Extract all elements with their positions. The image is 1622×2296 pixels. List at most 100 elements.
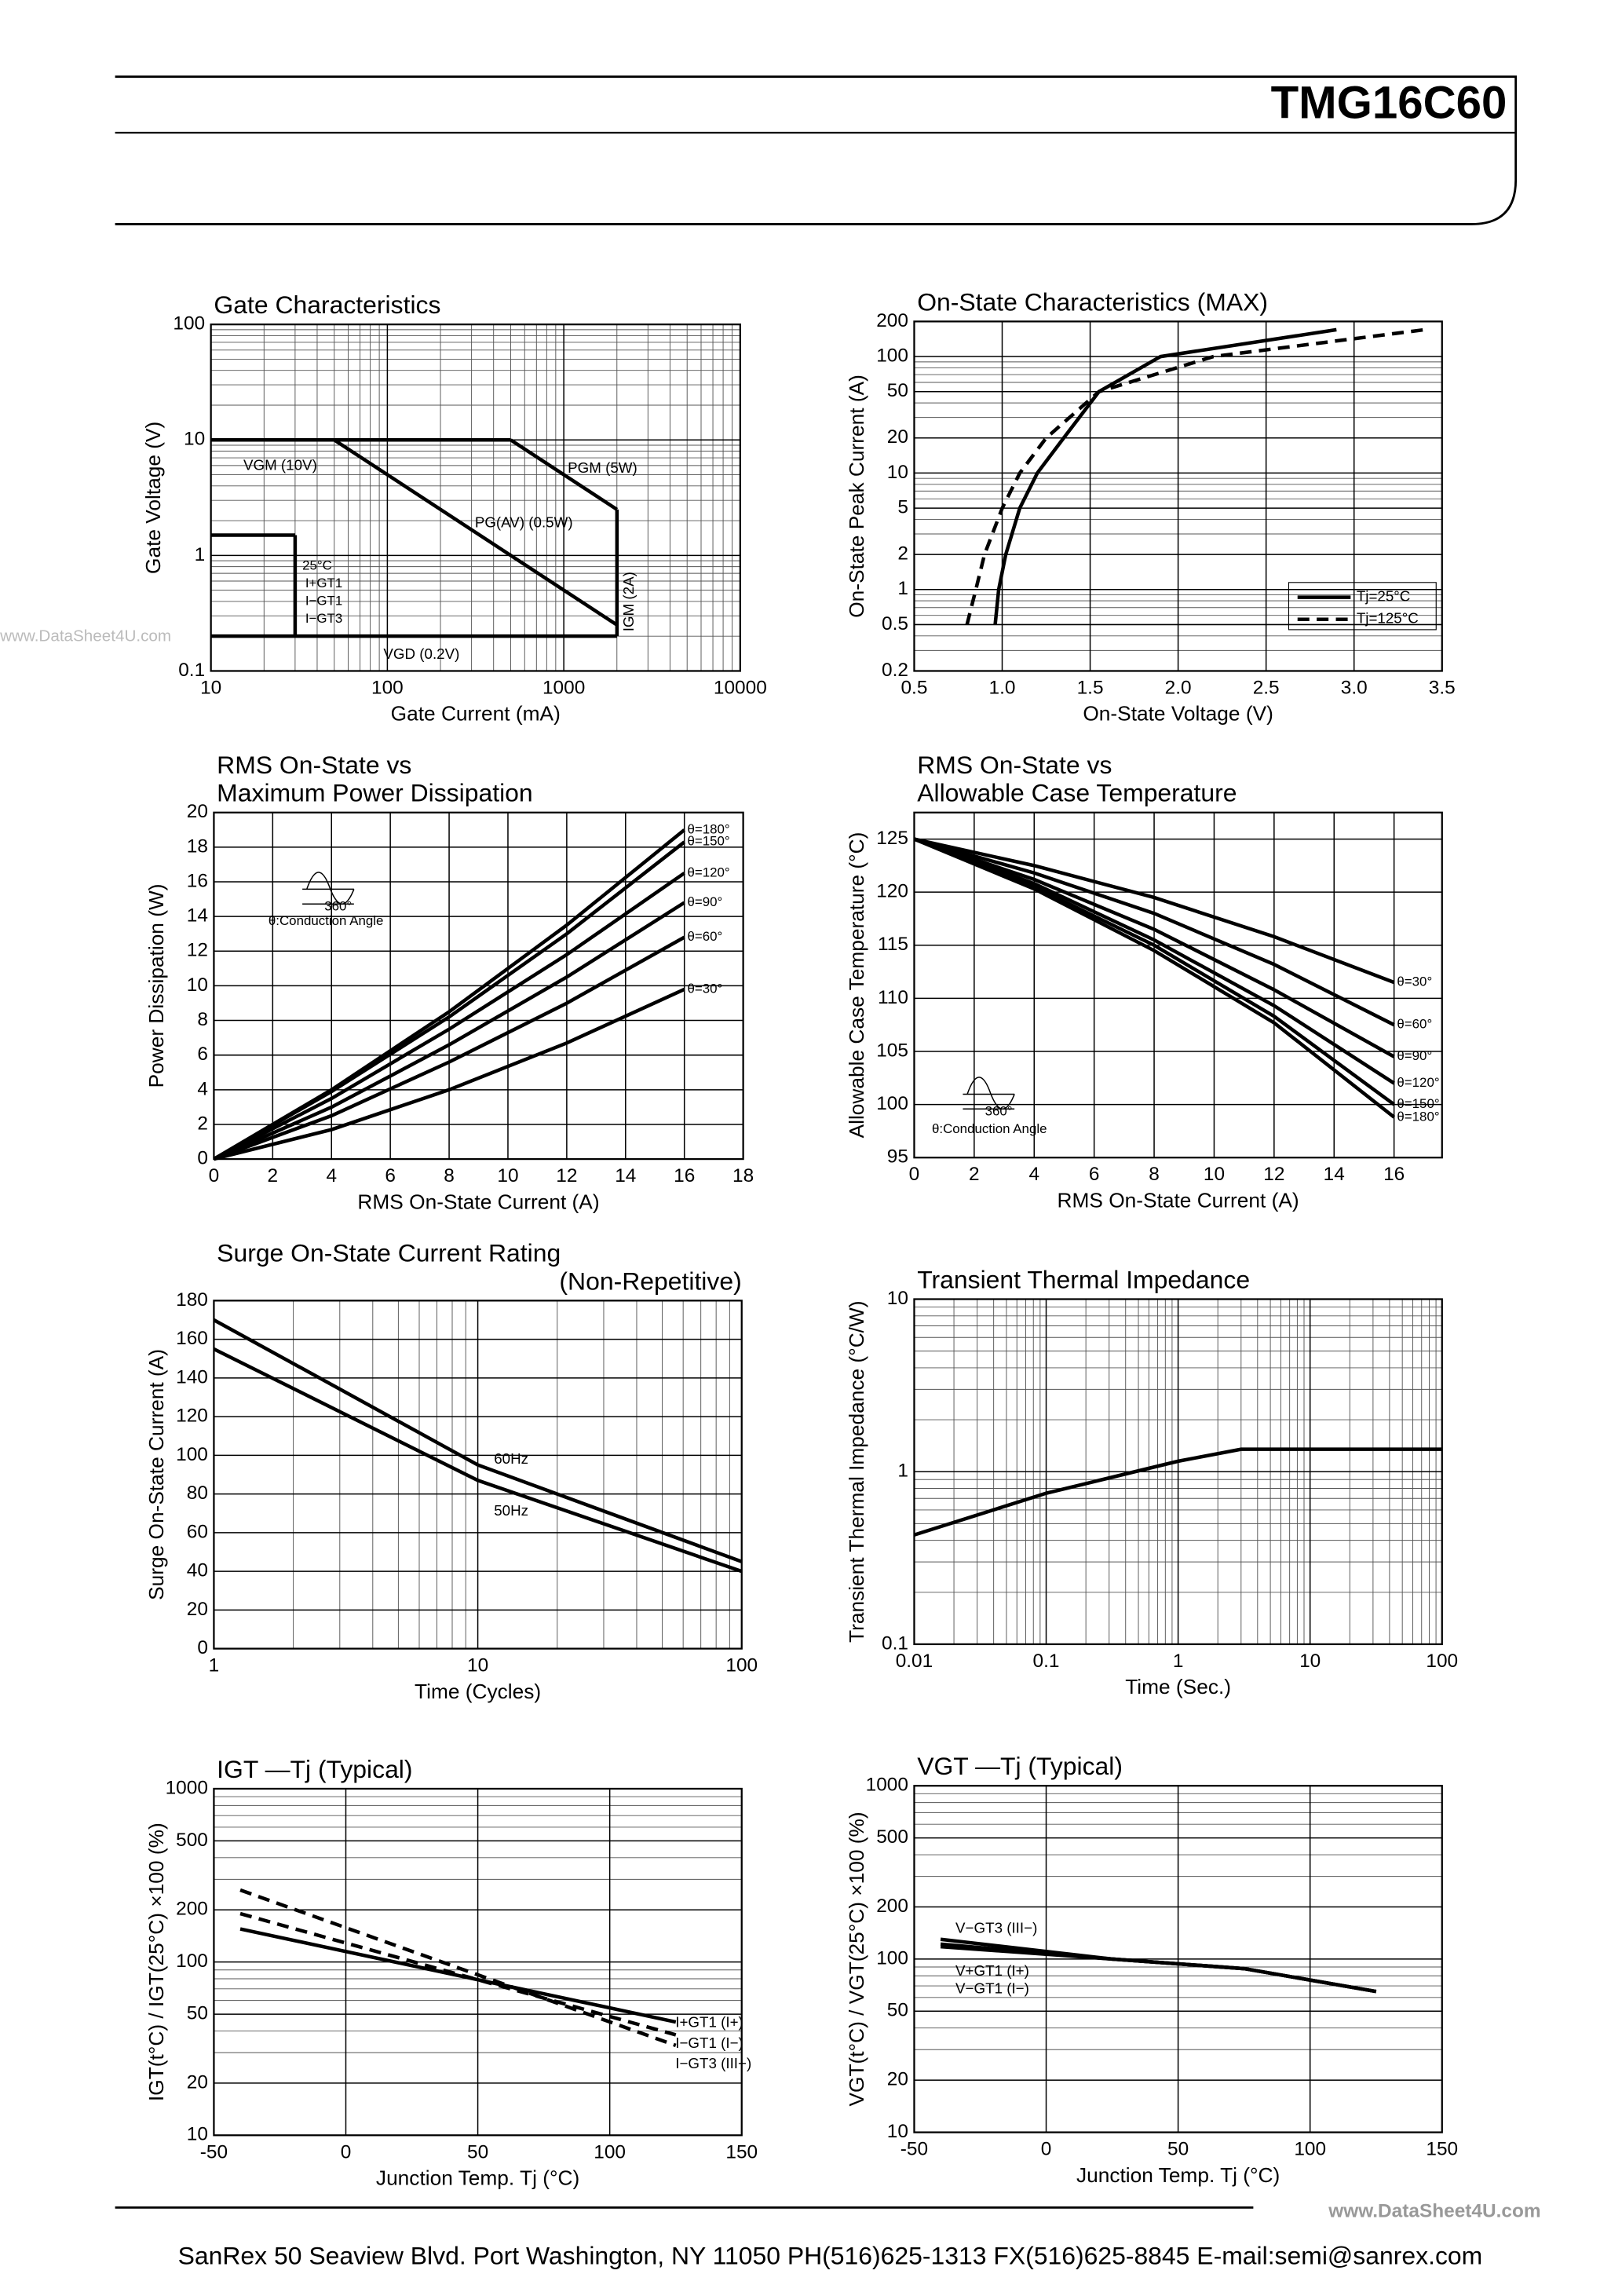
y-tick-label: 95 <box>887 1146 908 1168</box>
plot-frame <box>913 1298 1443 1646</box>
y-tick-label: 2 <box>197 1113 208 1134</box>
y-tick-label: 16 <box>187 870 208 891</box>
series-line <box>940 1944 1377 1994</box>
x-tick-label: 0.01 <box>896 1651 933 1672</box>
y-axis-label: Allowable Case Temperature (°C) <box>845 832 868 1139</box>
x-tick-label: 2 <box>969 1164 980 1185</box>
x-axis-label: Gate Current (mA) <box>391 702 561 726</box>
x-tick-label: 0 <box>909 1164 920 1185</box>
legend-box <box>1288 582 1437 631</box>
x-tick-label: 0 <box>341 2141 352 2163</box>
y-tick-label: 50 <box>887 380 908 401</box>
y-tick-label: 20 <box>187 2071 208 2093</box>
x-tick-label: 6 <box>385 1165 396 1186</box>
y-axis-label: On-State Peak Current (A) <box>845 375 868 618</box>
y-tick-label: 5 <box>897 497 908 518</box>
annotation: θ:Conduction Angle <box>932 1121 1047 1136</box>
x-tick-label: -50 <box>200 2141 228 2163</box>
annotation: 25°C <box>302 558 332 573</box>
chart-title: On-State Characteristics (MAX) <box>917 287 1268 316</box>
y-tick-label: 125 <box>876 828 908 849</box>
series-label: θ=120° <box>1397 1075 1439 1090</box>
x-tick-label: 4 <box>326 1165 337 1186</box>
chart-title: IGT —Tj (Typical) <box>217 1755 412 1783</box>
y-axis-label: Surge On-State Current (A) <box>144 1349 168 1600</box>
series-line <box>913 837 1395 1027</box>
y-tick-label: 120 <box>176 1406 208 1427</box>
series-label: I+GT1 (I+) <box>675 2014 743 2031</box>
x-tick-label: 10 <box>1204 1164 1225 1185</box>
x-tick-label: 0 <box>1041 2139 1052 2160</box>
y-tick-label: 500 <box>876 1826 908 1848</box>
series-label: VGM (10V) <box>243 456 317 473</box>
chart-title: RMS On-State vs <box>917 751 1112 779</box>
x-axis-label: RMS On-State Current (A) <box>357 1190 599 1213</box>
series-label: PGM (5W) <box>568 459 637 476</box>
chart-title: Allowable Case Temperature <box>917 779 1237 807</box>
chart-title: Transient Thermal Impedance <box>917 1265 1250 1293</box>
plot-frame <box>213 811 744 1161</box>
y-tick-label: 0.5 <box>882 613 908 634</box>
header-title: TMG16C60 <box>1271 78 1507 129</box>
x-axis-label: On-State Voltage (V) <box>1083 702 1273 726</box>
y-tick-label: 160 <box>176 1328 208 1349</box>
y-tick-label: 20 <box>187 801 208 822</box>
y-tick-label: 1 <box>897 1461 908 1482</box>
series-label: V−GT1 (I−) <box>955 1980 1029 1996</box>
x-tick-label: 100 <box>1426 1651 1458 1672</box>
x-tick-label: 100 <box>371 677 404 698</box>
chart-title: (Non-Repetitive) <box>559 1267 741 1295</box>
series-label: θ=90° <box>1397 1048 1432 1063</box>
y-tick-label: 100 <box>176 1951 208 1972</box>
y-tick-label: 1000 <box>166 1777 208 1798</box>
plot-frame <box>913 320 1443 672</box>
y-tick-label: 10 <box>887 462 908 483</box>
y-tick-label: 100 <box>876 1093 908 1114</box>
series-label: PG(AV) (0.5W) <box>475 514 573 531</box>
x-tick-label: 10 <box>200 677 221 698</box>
y-tick-label: 40 <box>187 1560 208 1581</box>
y-tick-label: 10 <box>184 429 205 450</box>
x-tick-label: 0 <box>209 1165 220 1186</box>
y-tick-label: 120 <box>876 881 908 902</box>
y-tick-label: 105 <box>876 1040 908 1061</box>
legend-label: Tj=125°C <box>1357 610 1419 627</box>
annotation: 360° <box>324 898 352 913</box>
y-tick-label: 50 <box>187 2003 208 2024</box>
series-label: θ=60° <box>687 929 722 944</box>
series-line <box>213 987 685 1161</box>
conduction-angle-sketch <box>963 1077 1015 1110</box>
series-label: θ=90° <box>687 894 722 909</box>
series-label: IGM (2A) <box>620 572 637 631</box>
series-label: V+GT1 (I+) <box>955 1962 1029 1979</box>
x-tick-label: 0.1 <box>1033 1651 1060 1672</box>
x-tick-label: 14 <box>615 1165 636 1186</box>
series-label: θ=120° <box>687 865 729 879</box>
watermark: www.DataSheet4U.com <box>1328 2200 1540 2221</box>
y-tick-label: 100 <box>173 313 205 335</box>
plot-frame <box>210 324 741 672</box>
y-tick-label: 200 <box>176 1899 208 1920</box>
y-tick-label: 140 <box>176 1366 208 1387</box>
series-label: I−GT3 (III−) <box>675 2055 751 2071</box>
x-tick-label: 10 <box>497 1165 518 1186</box>
series-label: 50Hz <box>494 1502 528 1519</box>
y-tick-label: 110 <box>878 987 908 1008</box>
x-tick-label: 0.5 <box>901 677 927 698</box>
x-tick-label: 8 <box>444 1165 455 1186</box>
y-tick-label: 2 <box>897 543 908 565</box>
x-tick-label: 100 <box>725 1655 758 1676</box>
y-tick-label: 8 <box>197 1009 208 1030</box>
conduction-angle-sketch <box>302 872 355 905</box>
series-line <box>213 935 685 1161</box>
x-axis-label: RMS On-State Current (A) <box>1058 1188 1299 1212</box>
x-tick-label: 50 <box>1167 2139 1189 2160</box>
x-tick-label: 100 <box>594 2141 626 2163</box>
series-line <box>213 1318 743 1563</box>
y-tick-label: 0.1 <box>882 1632 908 1654</box>
y-tick-label: 500 <box>176 1830 208 1851</box>
x-tick-label: 1 <box>209 1655 220 1676</box>
y-tick-label: 4 <box>197 1078 208 1099</box>
annotation: I+GT1 <box>305 576 342 590</box>
